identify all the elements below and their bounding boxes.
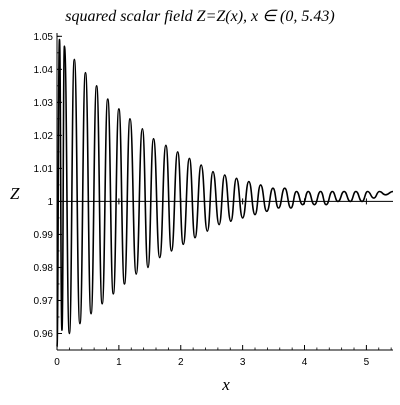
x-tick-label: 1 (116, 357, 122, 368)
x-tick-label: 4 (302, 357, 308, 368)
series-line (56, 38, 394, 348)
y-tick-label: 1.05 (34, 32, 54, 43)
y-tick-label: 1.03 (34, 98, 54, 109)
y-tick-label: 0.97 (34, 296, 54, 307)
x-tick-label: 0 (54, 357, 60, 368)
x-tick-label: 2 (178, 357, 184, 368)
x-tick-label: 3 (240, 357, 246, 368)
y-tick-label: 0.98 (34, 263, 54, 274)
y-tick-label: 1.01 (34, 164, 54, 175)
y-axis-label: Z (10, 184, 20, 203)
x-tick-label: 5 (364, 357, 370, 368)
x-axis-label: x (221, 375, 230, 394)
series-group (56, 38, 394, 348)
y-tick-label: 0.96 (34, 329, 54, 340)
y-tick-label: 1 (47, 197, 53, 208)
y-tick-label: 0.99 (34, 230, 54, 241)
chart-title: squared scalar field Z=Z(x), x ∈ (0, 5.4… (65, 8, 334, 25)
y-tick-label: 1.04 (34, 65, 54, 76)
y-tick-label: 1.02 (34, 131, 54, 142)
